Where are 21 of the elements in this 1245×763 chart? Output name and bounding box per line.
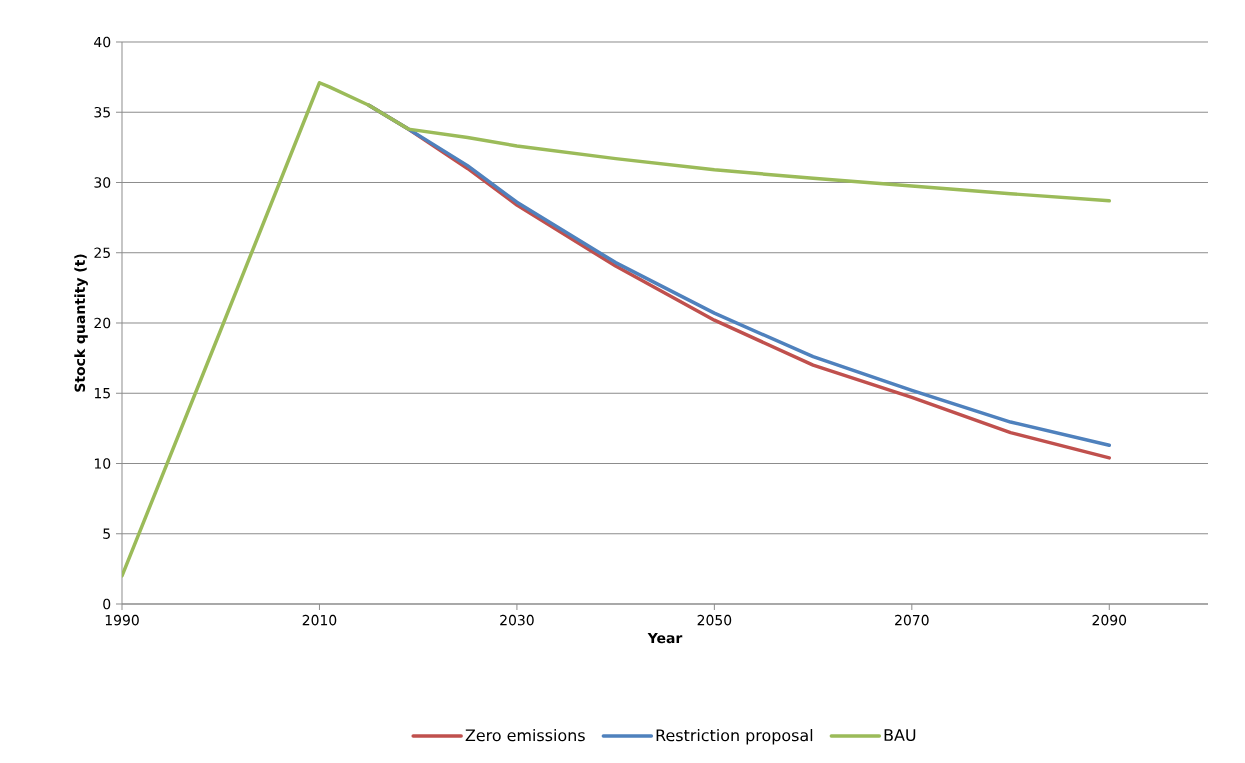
x-axis-title: Year xyxy=(647,632,683,644)
x-tick-label: 2030 xyxy=(500,614,534,626)
y-axis-title: Stock quantity (t) xyxy=(74,254,88,392)
y-tick-label: 10 xyxy=(94,458,111,469)
y-tick-label: 40 xyxy=(94,36,111,48)
y-tick-label: 0 xyxy=(103,598,111,610)
y-tick-label: 20 xyxy=(94,317,111,329)
x-tick-label: 2050 xyxy=(697,614,732,626)
y-tick-label: 15 xyxy=(94,388,110,399)
x-tick-label: 2010 xyxy=(302,614,337,626)
y-tick-label: 30 xyxy=(94,177,111,188)
legend-label: Restriction proposal xyxy=(656,728,813,745)
line-series xyxy=(122,81,1112,578)
x-tick-label: 1990 xyxy=(105,614,139,626)
y-tick-label: 5 xyxy=(103,528,110,539)
legend-label: BAU xyxy=(884,729,916,742)
legend-label: Zero emissions xyxy=(465,728,585,742)
x-tick-label: 2090 xyxy=(1092,614,1127,626)
x-tick-label: 2070 xyxy=(895,614,929,626)
y-tick-label: 25 xyxy=(94,247,110,259)
y-tick-label: 35 xyxy=(94,106,110,118)
